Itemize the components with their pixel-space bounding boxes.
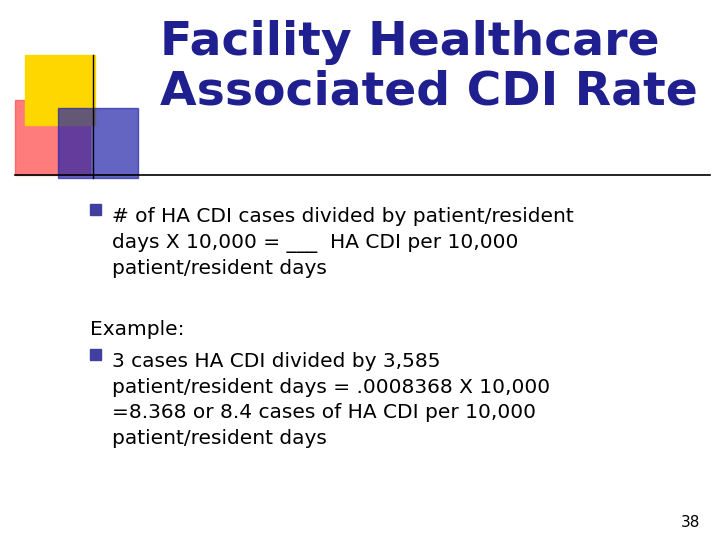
Bar xyxy=(90,204,101,215)
Polygon shape xyxy=(25,55,95,125)
Text: 3 cases HA CDI divided by 3,585
patient/resident days = .0008368 X 10,000
=8.368: 3 cases HA CDI divided by 3,585 patient/… xyxy=(112,352,550,448)
Text: 38: 38 xyxy=(680,515,700,530)
Text: # of HA CDI cases divided by patient/resident
days X 10,000 = ___  HA CDI per 10: # of HA CDI cases divided by patient/res… xyxy=(112,207,574,279)
Text: Example:: Example: xyxy=(90,320,184,339)
Bar xyxy=(90,349,101,360)
Bar xyxy=(15,100,90,175)
Text: Facility Healthcare
Associated CDI Rate: Facility Healthcare Associated CDI Rate xyxy=(160,20,698,114)
Bar xyxy=(58,108,138,178)
